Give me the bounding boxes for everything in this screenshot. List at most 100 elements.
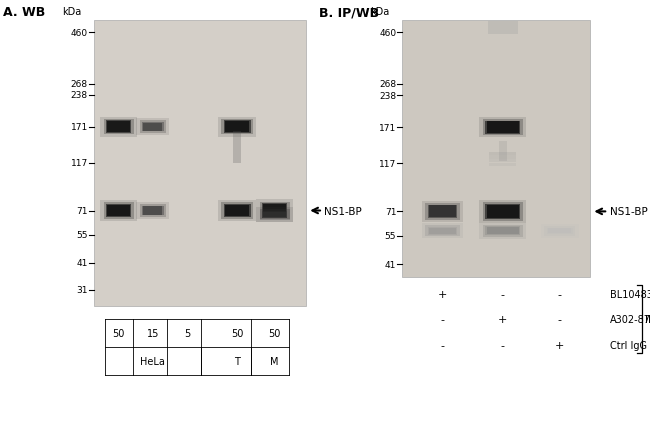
- Text: NS1-BP: NS1-BP: [324, 206, 362, 216]
- Text: 117: 117: [71, 159, 88, 168]
- Bar: [425, 203, 460, 220]
- Bar: [487, 227, 519, 235]
- Bar: [483, 203, 523, 221]
- Text: HeLa: HeLa: [140, 356, 165, 366]
- Bar: [428, 205, 457, 219]
- Text: -: -: [500, 289, 504, 299]
- Bar: [103, 203, 133, 219]
- Bar: [486, 121, 520, 134]
- Text: 171: 171: [379, 123, 396, 132]
- Bar: [262, 212, 287, 219]
- Bar: [544, 226, 575, 236]
- Text: 55: 55: [77, 231, 88, 240]
- Text: 50: 50: [268, 328, 281, 338]
- Bar: [547, 228, 573, 234]
- Text: -: -: [500, 340, 504, 350]
- Bar: [107, 205, 130, 217]
- Bar: [422, 224, 463, 239]
- Bar: [487, 205, 519, 219]
- Bar: [101, 117, 136, 137]
- Bar: [136, 118, 169, 136]
- Text: 5: 5: [184, 328, 190, 338]
- Bar: [259, 210, 289, 220]
- Bar: [486, 227, 520, 236]
- Text: A. WB: A. WB: [3, 6, 46, 19]
- Text: 41: 41: [385, 260, 396, 269]
- Text: +: +: [555, 340, 564, 350]
- Bar: [402, 21, 590, 277]
- Text: BL10483: BL10483: [610, 289, 650, 299]
- Bar: [428, 227, 457, 235]
- Bar: [107, 122, 130, 132]
- Bar: [483, 120, 523, 136]
- Bar: [548, 229, 571, 233]
- Text: +: +: [498, 314, 508, 325]
- Text: -: -: [558, 314, 562, 325]
- Text: kDa: kDa: [62, 7, 81, 17]
- Bar: [140, 121, 166, 134]
- Bar: [218, 117, 256, 137]
- Text: M: M: [270, 356, 279, 366]
- Bar: [221, 203, 254, 219]
- Bar: [225, 122, 250, 132]
- Bar: [263, 204, 286, 217]
- Bar: [487, 122, 519, 133]
- Bar: [425, 226, 460, 237]
- Bar: [263, 213, 286, 218]
- Bar: [262, 204, 287, 218]
- Bar: [142, 122, 164, 132]
- Text: 31: 31: [77, 285, 88, 294]
- Text: 50: 50: [231, 328, 243, 338]
- Bar: [101, 201, 136, 222]
- Text: A302-879A: A302-879A: [610, 314, 650, 325]
- Text: 171: 171: [71, 123, 88, 132]
- Bar: [233, 132, 241, 164]
- Bar: [489, 159, 516, 163]
- Bar: [106, 204, 131, 218]
- Text: kDa: kDa: [370, 7, 389, 17]
- Text: NS1-BP: NS1-BP: [610, 207, 647, 217]
- Bar: [94, 21, 306, 307]
- Text: Ctrl IgG: Ctrl IgG: [610, 340, 647, 350]
- Bar: [144, 207, 162, 215]
- Bar: [142, 206, 164, 216]
- Bar: [106, 121, 131, 133]
- Bar: [224, 204, 251, 217]
- Bar: [140, 204, 166, 218]
- Bar: [218, 201, 256, 221]
- Text: 268: 268: [379, 80, 396, 89]
- Text: T: T: [234, 356, 240, 366]
- Text: 117: 117: [379, 160, 396, 169]
- Bar: [224, 121, 251, 133]
- Text: 71: 71: [385, 207, 396, 216]
- Text: B. IP/WB: B. IP/WB: [318, 6, 379, 19]
- Bar: [489, 156, 516, 159]
- Text: 71: 71: [77, 207, 88, 216]
- Bar: [499, 142, 507, 162]
- Text: 460: 460: [379, 29, 396, 37]
- Text: 41: 41: [77, 259, 88, 268]
- Text: IP: IP: [645, 314, 650, 325]
- Text: 15: 15: [147, 328, 159, 338]
- Bar: [257, 200, 292, 222]
- Text: 238: 238: [71, 91, 88, 100]
- Bar: [541, 224, 578, 238]
- Text: 268: 268: [71, 80, 88, 89]
- Bar: [225, 205, 250, 216]
- Bar: [486, 204, 520, 219]
- Bar: [429, 206, 456, 218]
- Bar: [480, 118, 526, 138]
- Bar: [144, 123, 162, 131]
- Bar: [483, 225, 523, 237]
- Bar: [221, 119, 254, 135]
- Bar: [488, 23, 518, 35]
- Bar: [480, 201, 526, 223]
- Text: -: -: [558, 289, 562, 299]
- Text: +: +: [437, 289, 447, 299]
- Text: 50: 50: [112, 328, 125, 338]
- Text: 55: 55: [385, 232, 396, 241]
- Bar: [489, 163, 516, 167]
- Text: 460: 460: [71, 29, 88, 37]
- Bar: [257, 208, 292, 222]
- Text: -: -: [441, 314, 445, 325]
